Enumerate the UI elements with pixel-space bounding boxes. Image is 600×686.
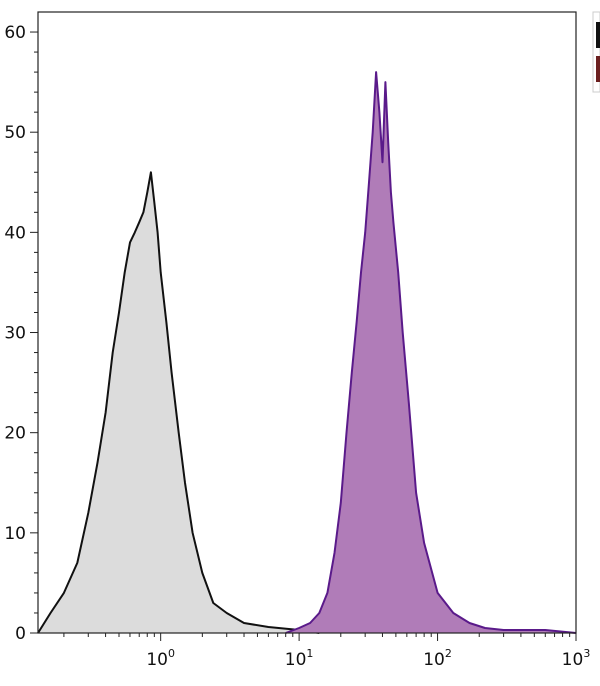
- y-tick-label: 30: [4, 324, 26, 344]
- legend: [592, 11, 600, 93]
- series-layer: [37, 71, 577, 634]
- legend-swatch: [596, 56, 600, 82]
- y-tick-label: 60: [4, 23, 26, 43]
- series-area-1: [285, 72, 576, 634]
- series-area-0: [38, 172, 320, 634]
- x-tick-label: 100: [146, 647, 175, 670]
- y-tick-label: 50: [4, 123, 26, 143]
- series-1: [285, 71, 577, 634]
- x-axis: 100 101 102 103: [63, 633, 591, 670]
- y-axis: 0 10 20 30 40 50 60: [4, 23, 38, 644]
- y-tick-label: 40: [4, 223, 26, 243]
- x-tick-label: 103: [562, 647, 591, 670]
- series-line-1: [285, 71, 577, 634]
- x-tick-label: 101: [285, 647, 314, 670]
- y-tick-label: 20: [4, 424, 26, 444]
- series-0: [37, 171, 320, 634]
- y-tick-label: 0: [15, 624, 26, 644]
- x-tick-label: 102: [423, 647, 452, 670]
- plot-frame: [37, 11, 577, 634]
- legend-swatch: [596, 22, 600, 48]
- legend-box: [592, 11, 600, 93]
- y-tick-label: 10: [4, 524, 26, 544]
- series-line-0: [37, 171, 320, 634]
